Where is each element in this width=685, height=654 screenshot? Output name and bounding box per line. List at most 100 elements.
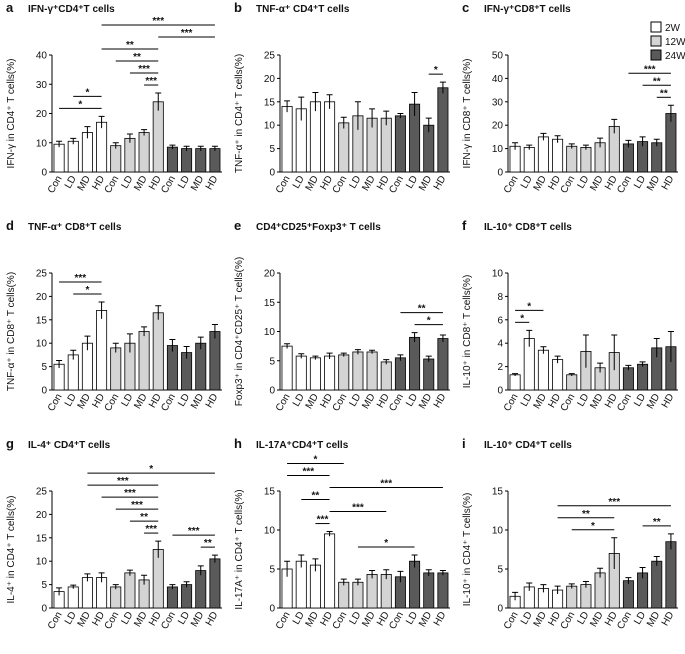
x-tick-label: MD xyxy=(132,392,149,411)
bar xyxy=(622,367,634,391)
error-bar xyxy=(126,133,133,143)
bar xyxy=(96,121,108,173)
y-tick-label: 0 xyxy=(269,386,275,397)
error-bar xyxy=(383,569,390,580)
error-bar xyxy=(526,144,533,150)
error-bar xyxy=(667,104,674,122)
significance-label: * xyxy=(78,99,82,110)
error-bar xyxy=(540,132,547,141)
bar xyxy=(580,584,592,609)
y-axis-label: IFN-γ in CD8⁺ T cells(%) xyxy=(462,59,473,169)
bar xyxy=(324,101,336,173)
error-bar xyxy=(56,140,63,148)
bar xyxy=(324,355,336,391)
error-bar xyxy=(639,361,646,367)
bar xyxy=(580,147,592,173)
panel-letter: a xyxy=(6,0,14,15)
y-tick-label: 30 xyxy=(492,97,504,108)
y-tick-label: 10 xyxy=(264,526,276,537)
panel-title: IL-10⁺ CD4⁺T cells xyxy=(484,440,572,451)
bar xyxy=(437,572,449,609)
x-tick-label: Con xyxy=(159,174,178,195)
error-bar xyxy=(397,354,404,361)
error-bar xyxy=(298,554,305,568)
error-bar xyxy=(98,115,105,129)
y-tick-label: 0 xyxy=(497,168,503,179)
error-bar xyxy=(211,323,218,339)
error-bar xyxy=(126,569,133,576)
bar xyxy=(53,143,65,173)
significance-label: ** xyxy=(312,491,320,502)
y-tick-label: 0 xyxy=(269,168,275,179)
significance-label: *** xyxy=(138,64,150,75)
bar xyxy=(552,359,564,391)
significance-label: *** xyxy=(131,500,143,511)
error-bar xyxy=(512,373,519,376)
error-bar xyxy=(526,329,533,347)
error-bar xyxy=(340,578,347,586)
error-bar xyxy=(411,332,418,343)
y-tick-label: 10 xyxy=(264,327,276,338)
panel-letter: f xyxy=(462,218,467,233)
significance-label: * xyxy=(85,285,89,296)
error-bar xyxy=(354,578,361,586)
error-bar xyxy=(611,334,618,371)
error-bar xyxy=(653,138,660,147)
bar xyxy=(665,113,677,173)
error-bar xyxy=(326,352,333,359)
bar xyxy=(380,361,392,391)
error-bar xyxy=(183,145,190,151)
bar xyxy=(281,345,293,391)
error-bar xyxy=(312,91,319,112)
error-bar xyxy=(411,91,418,116)
bar xyxy=(665,541,677,609)
significance-label: * xyxy=(313,455,317,466)
error-bar xyxy=(568,373,575,376)
significance-label: *** xyxy=(644,64,656,75)
y-tick-label: 20 xyxy=(36,292,48,303)
significance-label: * xyxy=(434,65,438,76)
y-tick-label: 40 xyxy=(492,74,504,85)
panel-letter: c xyxy=(462,0,469,15)
error-bar xyxy=(312,558,319,572)
bar xyxy=(366,574,378,609)
bar xyxy=(96,310,108,391)
panel-title: IL-17A⁺CD4⁺T cells xyxy=(256,440,349,451)
error-bar xyxy=(169,338,176,352)
significance-label: ** xyxy=(582,509,590,520)
error-bar xyxy=(653,338,660,358)
bar xyxy=(380,117,392,173)
panel-title: CD4⁺CD25⁺Foxp3⁺ T cells xyxy=(256,222,381,233)
error-bar xyxy=(98,301,105,319)
x-tick-label: MD xyxy=(417,392,434,411)
error-bar xyxy=(112,142,119,149)
x-tick-label: HD xyxy=(660,610,677,628)
bar xyxy=(622,580,634,609)
x-tick-label: HD xyxy=(432,174,449,192)
significance-label: *** xyxy=(124,488,136,499)
bar xyxy=(195,148,207,173)
x-tick-label: Con xyxy=(559,392,578,413)
y-axis-label: IL-10⁺ in CD8⁺ T cells(%) xyxy=(462,275,473,389)
bar xyxy=(110,347,122,391)
y-tick-label: 15 xyxy=(264,487,276,498)
x-tick-label: Con xyxy=(387,174,406,195)
significance-label: * xyxy=(85,87,89,98)
error-bar xyxy=(554,355,561,364)
error-bar xyxy=(183,581,190,588)
y-tick-label: 10 xyxy=(492,144,504,155)
bar xyxy=(138,331,150,391)
x-tick-label: Con xyxy=(274,610,293,631)
significance-label: *** xyxy=(188,526,200,537)
error-bar xyxy=(70,349,77,360)
error-bar xyxy=(169,144,176,150)
x-tick-label: MD xyxy=(417,610,434,629)
y-tick-label: 4 xyxy=(497,339,503,350)
x-tick-label: HD xyxy=(204,174,221,192)
bar xyxy=(509,145,521,173)
panel-title: IL-4⁺ CD4⁺T cells xyxy=(28,440,111,451)
y-tick-label: 8 xyxy=(497,292,503,303)
y-tick-label: 0 xyxy=(41,604,47,615)
bar xyxy=(110,586,122,609)
